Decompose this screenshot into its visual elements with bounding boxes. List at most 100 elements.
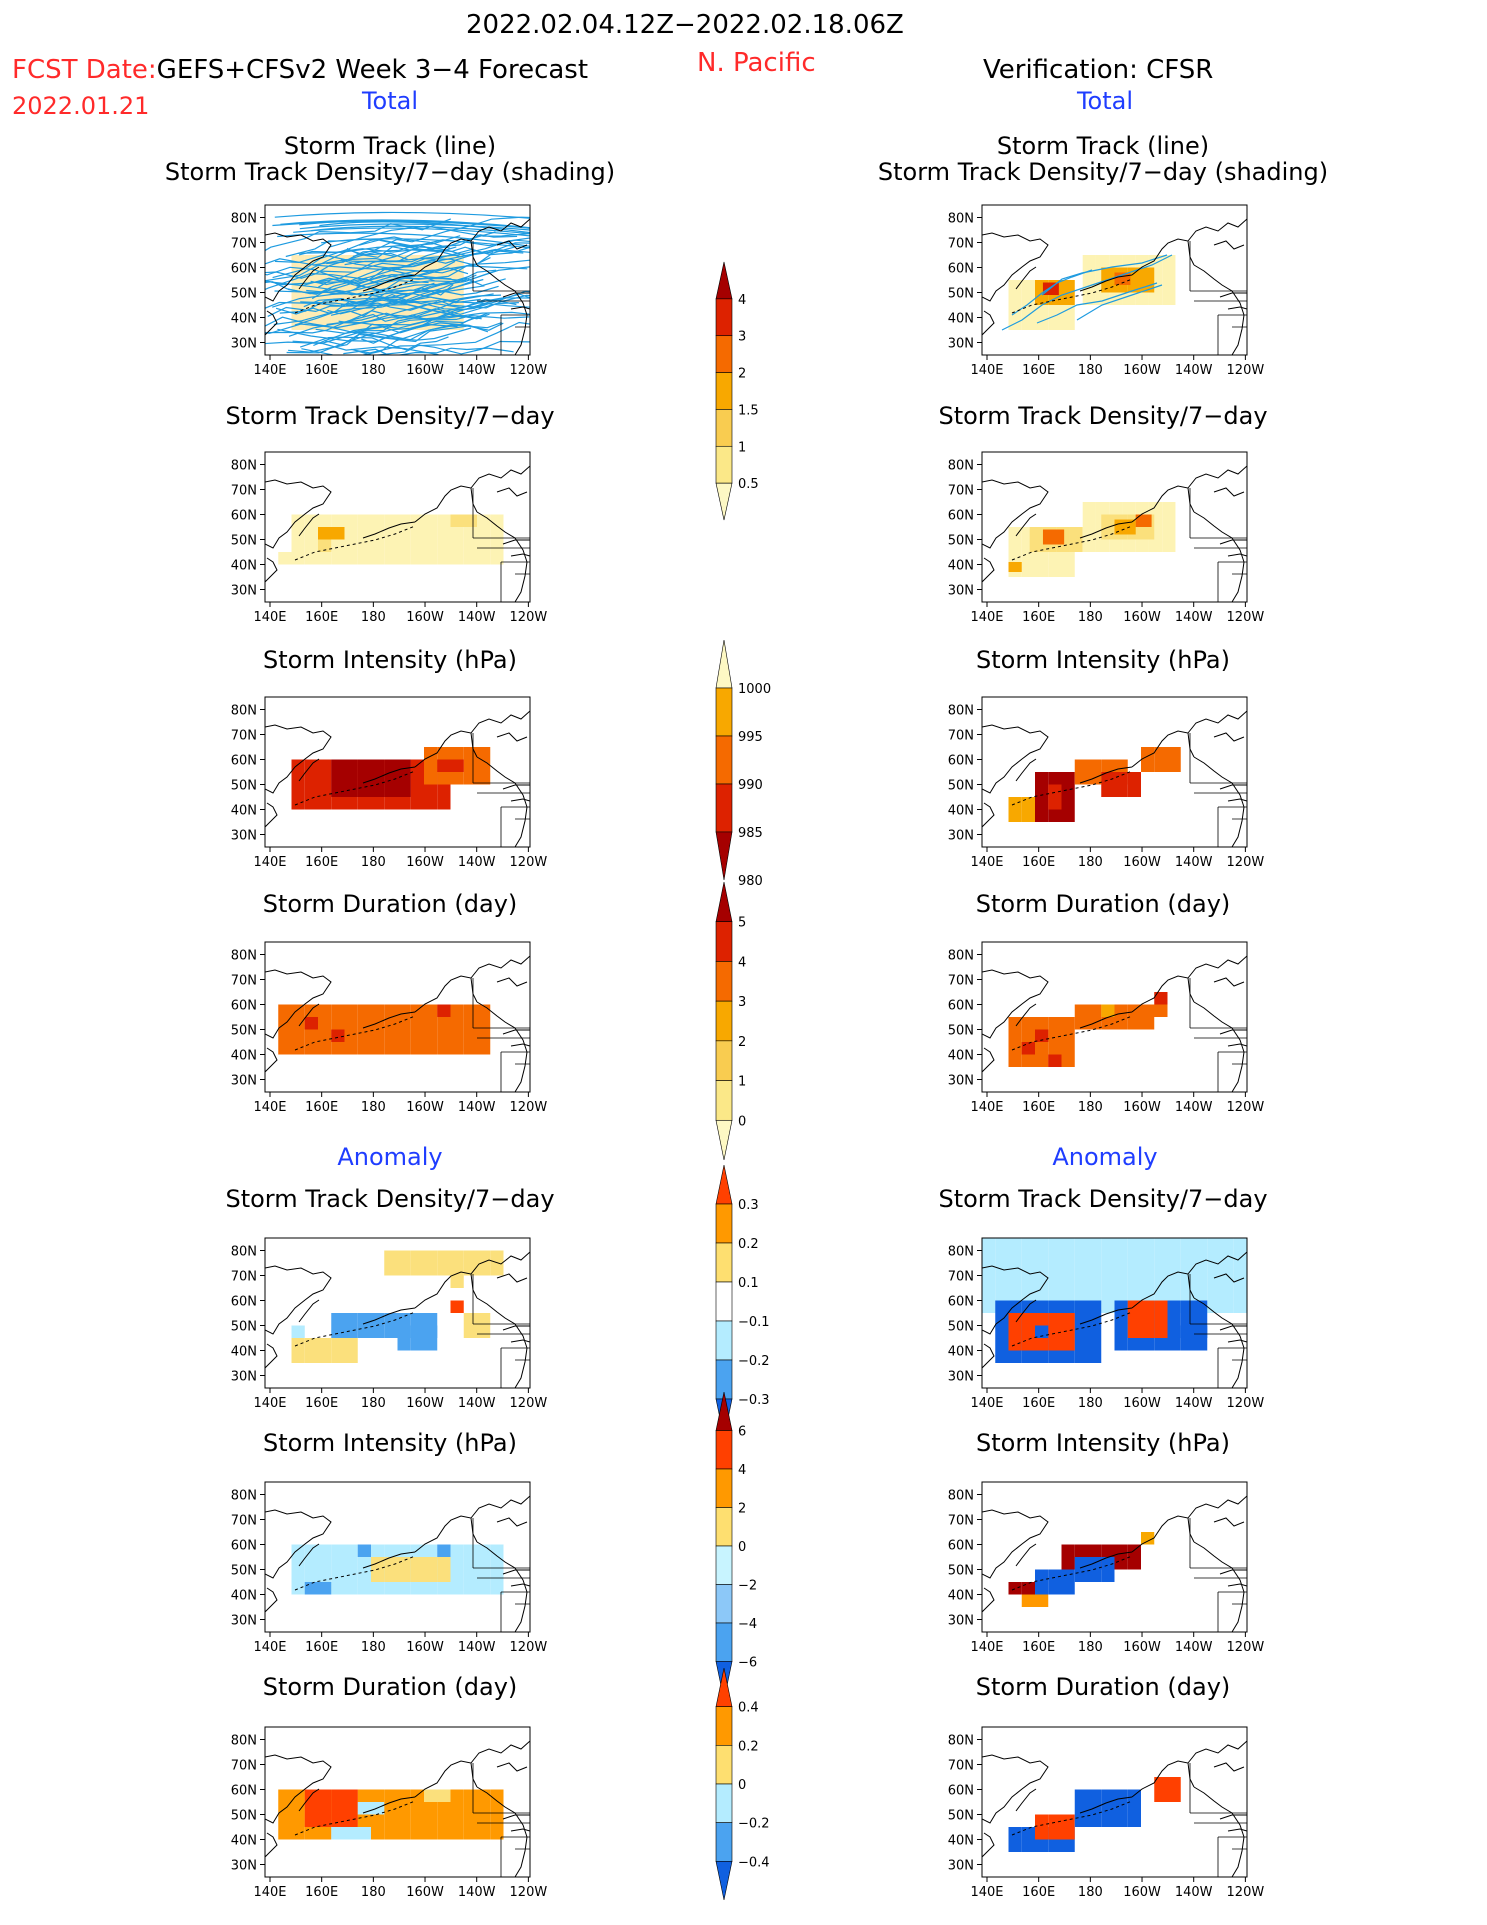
lat-tick-label: 30N (948, 584, 974, 599)
shade-cell (450, 1029, 464, 1042)
lon-tick-label: 140E (253, 610, 286, 625)
map-frame (264, 1481, 531, 1633)
lat-tick-label: 70N (948, 1759, 974, 1774)
shade-cell (318, 1569, 332, 1582)
coastline (510, 1583, 530, 1587)
shade-cell (424, 539, 438, 552)
shade-cell (1008, 1250, 1022, 1263)
coastline (1193, 1001, 1245, 1092)
shade-cell (397, 1338, 411, 1351)
shade-cell (357, 514, 371, 527)
shade-cell (450, 1814, 464, 1827)
shade-cell (982, 1250, 996, 1263)
coastline (476, 264, 528, 355)
shade-cell (1021, 1582, 1035, 1595)
shade-cell (410, 1263, 424, 1276)
shade-cell (304, 1557, 318, 1570)
shade-cell (1074, 1263, 1088, 1276)
coastline (1213, 240, 1245, 250)
shade-cell (477, 1042, 491, 1055)
lat-tick-label: 80N (948, 1734, 974, 1749)
aleutian-islands (1011, 525, 1133, 561)
lon-tick-label: 140E (970, 363, 1003, 378)
shade-cell (344, 1029, 358, 1042)
shade-cell (1061, 317, 1075, 330)
shade-cell (1035, 1017, 1049, 1030)
colorbar-segment (715, 735, 733, 785)
map-panel-0: 80N 70N 60N 50N 40N 30N 140E 160E 180 160W 140W 120… (231, 204, 548, 378)
title-duration-anom-right: Storm Duration (day) (975, 1673, 1231, 1701)
coastline (982, 724, 1049, 794)
shade-cell (450, 1802, 464, 1815)
lat-tick-label: 80N (948, 212, 974, 227)
shade-cell (1127, 1557, 1141, 1570)
shade-cell (344, 772, 358, 785)
shade-cell (1135, 539, 1149, 552)
shade-cell (1061, 1313, 1075, 1326)
lat-tick-label: 80N (231, 1245, 257, 1260)
lat-tick-label: 40N (948, 804, 974, 819)
shade-cell (463, 1557, 477, 1570)
lat-tick-label: 70N (231, 1759, 257, 1774)
lon-tick-label: 120W (1227, 1396, 1265, 1411)
coastline (1187, 1740, 1247, 1764)
coastline (1219, 292, 1247, 298)
shade-cell (331, 1557, 345, 1570)
shade-cell (1114, 759, 1128, 772)
shade-cell (1109, 539, 1123, 552)
shade-cell (1088, 1263, 1102, 1276)
coastline (1219, 1814, 1247, 1820)
shade-cell (1048, 564, 1062, 577)
shade-cell (397, 1029, 411, 1042)
shade-cell (1021, 1029, 1035, 1042)
shade-cell (477, 1313, 491, 1326)
lon-tick-label: 120W (510, 363, 548, 378)
coastline (982, 1343, 995, 1369)
coastline (502, 1814, 530, 1820)
shade-cell (1061, 1814, 1075, 1827)
shade-cell (1061, 784, 1075, 797)
shade-cell (1048, 1313, 1062, 1326)
storm-track-line (1011, 269, 1093, 316)
shade-cell (1074, 1814, 1088, 1827)
shade-cell (397, 1814, 411, 1827)
storm-track-line (329, 265, 528, 295)
coastline (1227, 306, 1247, 310)
title-duration-anom-left: Storm Duration (day) (262, 1673, 518, 1701)
section-anomaly-left: Anomaly (337, 1143, 443, 1171)
shade-cell (1074, 1569, 1088, 1582)
colorbar-label: −0.3 (738, 1393, 770, 1408)
shade-cell (477, 552, 491, 565)
storm-track-line (299, 219, 530, 229)
shade-cell (995, 1250, 1009, 1263)
shade-cell (1101, 1288, 1115, 1301)
shade-cell (1048, 1300, 1062, 1313)
shade-cell (1074, 1544, 1088, 1557)
shade-cell (1101, 1814, 1115, 1827)
shade-cell (1114, 1004, 1128, 1017)
colorbar-segment (715, 372, 733, 410)
lat-tick-label: 60N (948, 1295, 974, 1310)
lon-tick-label: 160E (305, 363, 338, 378)
shade-cell (371, 1544, 385, 1557)
shade-cell (450, 1275, 464, 1288)
lat-tick-label: 70N (948, 237, 974, 252)
coastline (982, 802, 995, 828)
shade-cell (357, 784, 371, 797)
shade-cell (463, 1789, 477, 1802)
shade-cell (304, 1029, 318, 1042)
colorbar-segment (715, 335, 733, 373)
shade-cell (1114, 1275, 1128, 1288)
shade-cell (397, 1313, 411, 1326)
lon-tick-label: 120W (510, 1640, 548, 1655)
shade-cell (278, 1814, 292, 1827)
map-frame (981, 451, 1248, 603)
shade-cell (1048, 1238, 1062, 1251)
shade-cell (477, 1569, 491, 1582)
shade-cell (1101, 1557, 1115, 1570)
lat-tick-label: 80N (948, 1489, 974, 1504)
coastline (470, 710, 530, 734)
shade-cell (437, 797, 451, 810)
coastline (265, 1509, 332, 1579)
lat-tick-label: 60N (231, 1539, 257, 1554)
